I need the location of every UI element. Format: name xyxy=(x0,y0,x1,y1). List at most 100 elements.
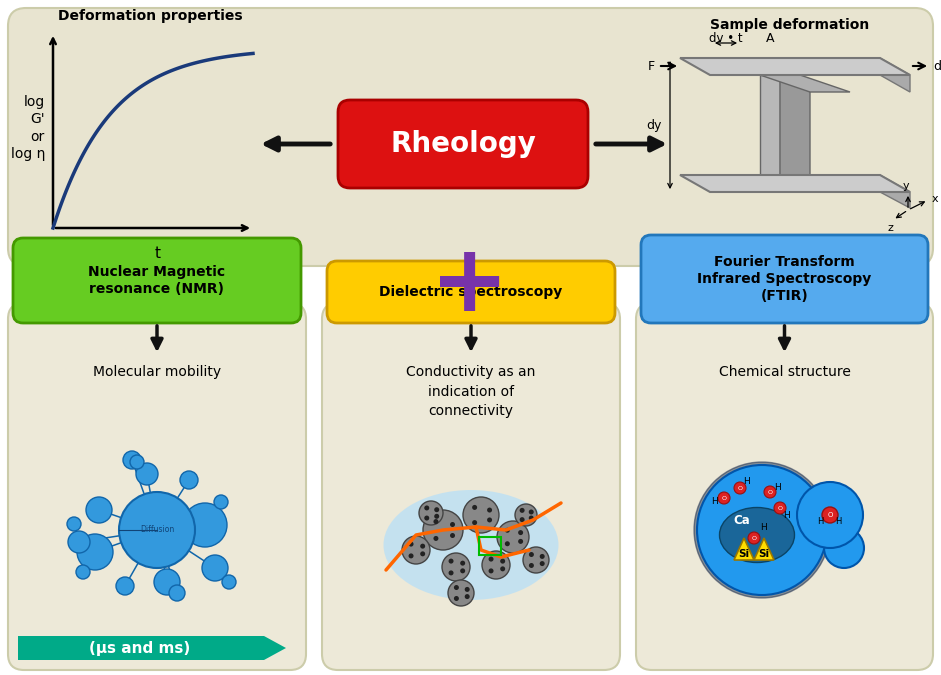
FancyBboxPatch shape xyxy=(636,303,933,670)
Circle shape xyxy=(487,508,492,512)
FancyBboxPatch shape xyxy=(13,238,301,323)
Circle shape xyxy=(501,566,505,571)
Text: Conductivity as an
indication of
connectivity: Conductivity as an indication of connect… xyxy=(407,365,535,418)
Circle shape xyxy=(487,518,492,522)
Polygon shape xyxy=(680,58,910,75)
Circle shape xyxy=(76,565,90,579)
Bar xyxy=(479,537,501,555)
Polygon shape xyxy=(880,58,910,92)
Circle shape xyxy=(116,577,134,595)
Text: H: H xyxy=(784,510,790,520)
Text: Diffusion: Diffusion xyxy=(140,526,174,535)
Circle shape xyxy=(454,585,459,590)
Circle shape xyxy=(488,557,493,562)
Circle shape xyxy=(183,503,227,547)
Text: Rheology: Rheology xyxy=(391,130,536,158)
Circle shape xyxy=(421,551,425,556)
Circle shape xyxy=(77,534,113,570)
Circle shape xyxy=(67,517,81,531)
Circle shape xyxy=(434,514,439,519)
Circle shape xyxy=(419,501,443,525)
Circle shape xyxy=(497,521,529,553)
Text: Molecular mobility: Molecular mobility xyxy=(93,365,221,379)
Text: x: x xyxy=(932,194,938,204)
Circle shape xyxy=(797,482,863,548)
Text: Chemical structure: Chemical structure xyxy=(719,365,851,379)
FancyBboxPatch shape xyxy=(641,235,928,323)
Circle shape xyxy=(694,462,830,598)
Polygon shape xyxy=(680,175,910,192)
Circle shape xyxy=(540,554,545,559)
Text: Sample deformation: Sample deformation xyxy=(710,18,869,32)
Text: log
G'
or
log η: log G' or log η xyxy=(10,95,45,161)
Text: Dielectric spectroscopy: Dielectric spectroscopy xyxy=(379,285,563,299)
Text: O: O xyxy=(768,489,773,495)
Text: (μs and ms): (μs and ms) xyxy=(89,641,191,655)
Polygon shape xyxy=(754,538,774,560)
Text: dv: dv xyxy=(933,59,941,72)
Text: H: H xyxy=(711,497,718,506)
Ellipse shape xyxy=(720,508,794,562)
Circle shape xyxy=(434,536,439,541)
FancyArrow shape xyxy=(18,636,286,660)
Text: Fourier Transform
Infrared Spectroscopy
(FTIR): Fourier Transform Infrared Spectroscopy … xyxy=(697,254,871,303)
Circle shape xyxy=(472,505,477,510)
Circle shape xyxy=(697,465,827,595)
Circle shape xyxy=(529,563,534,568)
Circle shape xyxy=(460,561,465,566)
Text: Nuclear Magnetic
resonance (NMR): Nuclear Magnetic resonance (NMR) xyxy=(88,265,226,296)
Polygon shape xyxy=(760,75,780,175)
FancyBboxPatch shape xyxy=(8,303,306,670)
FancyBboxPatch shape xyxy=(8,8,933,266)
Text: y: y xyxy=(902,181,909,191)
Text: O: O xyxy=(827,512,833,518)
Circle shape xyxy=(519,508,525,513)
Circle shape xyxy=(488,568,493,573)
FancyBboxPatch shape xyxy=(327,261,615,323)
Text: z: z xyxy=(887,223,893,233)
Circle shape xyxy=(442,553,470,581)
Text: Si: Si xyxy=(739,549,750,559)
Circle shape xyxy=(774,502,786,514)
Circle shape xyxy=(463,497,499,533)
Circle shape xyxy=(202,555,228,581)
Circle shape xyxy=(529,516,534,520)
FancyBboxPatch shape xyxy=(338,100,588,188)
Circle shape xyxy=(86,497,112,523)
Circle shape xyxy=(408,554,413,558)
Circle shape xyxy=(450,522,455,527)
Circle shape xyxy=(504,541,510,546)
Circle shape xyxy=(449,570,454,575)
Circle shape xyxy=(501,559,505,564)
Text: O: O xyxy=(752,535,757,541)
Polygon shape xyxy=(734,538,754,560)
Circle shape xyxy=(421,543,425,549)
Polygon shape xyxy=(760,175,850,192)
Circle shape xyxy=(518,539,523,544)
Circle shape xyxy=(434,519,439,524)
Circle shape xyxy=(119,492,195,568)
Circle shape xyxy=(136,463,158,485)
Circle shape xyxy=(214,495,228,509)
Circle shape xyxy=(465,594,470,599)
Circle shape xyxy=(523,547,549,573)
Circle shape xyxy=(482,551,510,579)
Circle shape xyxy=(169,585,185,601)
Circle shape xyxy=(822,507,838,523)
Text: O: O xyxy=(777,506,783,510)
Circle shape xyxy=(123,451,141,469)
Polygon shape xyxy=(780,75,810,192)
Text: H: H xyxy=(817,518,823,526)
Circle shape xyxy=(222,575,236,589)
Circle shape xyxy=(448,580,474,606)
Circle shape xyxy=(465,587,470,592)
Text: F: F xyxy=(647,59,655,72)
Circle shape xyxy=(515,504,537,526)
Text: Ca: Ca xyxy=(734,514,750,526)
Text: H: H xyxy=(835,518,841,526)
Circle shape xyxy=(734,482,746,494)
Text: Si: Si xyxy=(758,549,770,559)
FancyBboxPatch shape xyxy=(322,303,620,670)
Circle shape xyxy=(504,528,510,533)
Text: dy: dy xyxy=(646,119,662,132)
